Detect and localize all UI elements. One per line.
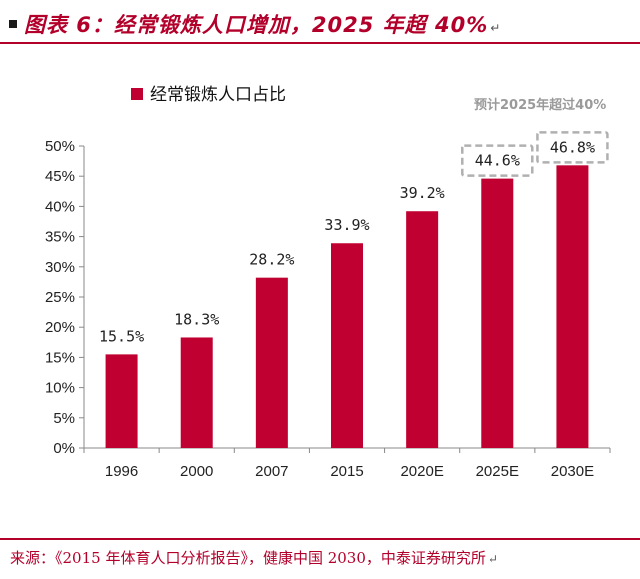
figure-title: 图表 6：经常锻炼人口增加，2025 年超 40% ↵ bbox=[24, 13, 502, 37]
figure-header: 图表 6：经常锻炼人口增加，2025 年超 40% ↵ bbox=[0, 0, 640, 44]
data-label: 28.2% bbox=[249, 251, 294, 269]
data-label: 39.2% bbox=[400, 184, 445, 202]
y-tick-label: 30% bbox=[45, 259, 75, 276]
forecast-annotation: 预计2025年超过40% bbox=[474, 97, 606, 113]
x-tick-label: 2025E bbox=[476, 463, 519, 480]
forecast-highlight-box bbox=[461, 144, 534, 177]
return-mark-icon: ↵ bbox=[487, 552, 498, 566]
y-tick-label: 15% bbox=[45, 349, 75, 366]
y-tick-label: 45% bbox=[45, 168, 75, 185]
legend-label: 经常锻炼人口占比 bbox=[150, 85, 286, 105]
bar-2015 bbox=[331, 243, 363, 448]
bar-1996 bbox=[105, 354, 138, 448]
data-label: 18.3% bbox=[174, 310, 219, 328]
data-label: 15.5% bbox=[99, 327, 144, 345]
bar-chart: 经常锻炼人口占比 预计2025年超过40% 0% 5% 10% 15% 20% 25% 30… bbox=[45, 85, 611, 480]
y-tick-label: 20% bbox=[45, 319, 75, 336]
y-tick-label: 40% bbox=[45, 198, 75, 215]
bar-2030E bbox=[556, 165, 589, 448]
header-divider bbox=[0, 42, 640, 44]
chart-legend: 经常锻炼人口占比 bbox=[131, 85, 286, 105]
return-mark-icon: ↵ bbox=[490, 21, 502, 35]
bullet-square-icon bbox=[9, 20, 17, 28]
x-tick-label: 2007 bbox=[255, 463, 288, 480]
bar-2000 bbox=[180, 337, 213, 448]
bar-2020E bbox=[406, 211, 439, 448]
legend-swatch bbox=[131, 88, 143, 100]
bar-2007 bbox=[255, 277, 288, 448]
forecast-highlight-box bbox=[536, 131, 609, 164]
data-label: 44.6% bbox=[475, 152, 520, 170]
data-label: 46.8% bbox=[550, 138, 595, 156]
y-tick-label: 10% bbox=[45, 380, 75, 397]
x-tick-label: 1996 bbox=[105, 463, 138, 480]
bar-2025E bbox=[481, 178, 514, 448]
y-tick-label: 50% bbox=[45, 138, 75, 155]
source-note: 来源：《2015 年体育人口分析报告》，健康中国 2030，中泰证券研究所 ↵ bbox=[10, 549, 498, 567]
x-tick-label: 2020E bbox=[400, 463, 443, 480]
x-tick-label: 2015 bbox=[330, 463, 363, 480]
y-tick-label: 0% bbox=[53, 440, 75, 457]
data-label: 33.9% bbox=[324, 216, 369, 234]
x-tick-label: 2000 bbox=[180, 463, 213, 480]
y-tick-label: 5% bbox=[53, 410, 75, 427]
chart-axes: 0% 5% 10% 15% 20% 25% 30% 35% 40% 45% 50% bbox=[45, 138, 611, 457]
footer-divider bbox=[0, 538, 640, 540]
chart-bars: 1996 15.5% 2000 18.3% 2007 28.2% 2015 33.9% 2020… bbox=[99, 131, 609, 480]
y-tick-label: 35% bbox=[45, 229, 75, 246]
y-tick-label: 25% bbox=[45, 289, 75, 306]
x-tick-label: 2030E bbox=[551, 463, 594, 480]
